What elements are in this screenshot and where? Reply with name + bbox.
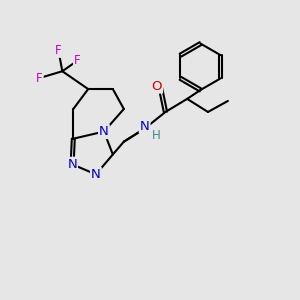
Text: F: F xyxy=(36,72,43,85)
Text: F: F xyxy=(55,44,62,57)
Text: N: N xyxy=(99,125,109,138)
Text: N: N xyxy=(67,158,77,171)
Text: H: H xyxy=(152,129,161,142)
Text: O: O xyxy=(152,80,162,93)
Text: N: N xyxy=(91,168,101,181)
Text: N: N xyxy=(140,120,149,133)
Text: F: F xyxy=(74,54,80,67)
